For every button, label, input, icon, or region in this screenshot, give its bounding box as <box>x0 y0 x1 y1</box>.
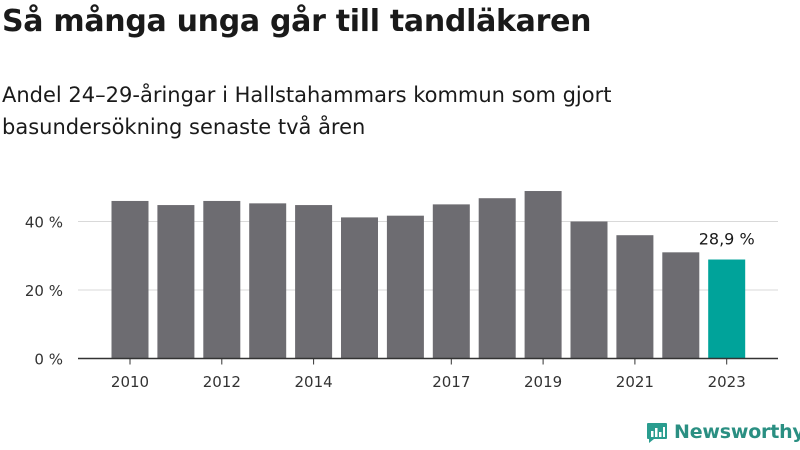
chart-title: Så många unga går till tandläkaren <box>2 4 592 39</box>
bar <box>203 200 241 359</box>
bar <box>432 204 470 359</box>
bar <box>524 191 562 359</box>
newsworthy-logo-text: Newsworthy <box>674 421 800 443</box>
x-tick-label: 2014 <box>295 373 333 391</box>
y-tick-label: 0 % <box>34 351 63 369</box>
bar <box>570 221 608 359</box>
x-tick-label: 2010 <box>111 373 149 391</box>
bar <box>111 200 149 359</box>
newsworthy-logo: Newsworthy <box>645 420 800 444</box>
bar <box>616 235 654 359</box>
x-tick-label: 2017 <box>432 373 470 391</box>
x-tick-label: 2023 <box>708 373 746 391</box>
bar <box>341 217 378 359</box>
bar <box>157 205 195 359</box>
x-tick-label: 2012 <box>203 373 241 391</box>
chart-subtitle: Andel 24–29-åringar i Hallstahammars kom… <box>2 83 612 139</box>
newsworthy-logo-icon <box>647 423 667 443</box>
bar <box>708 259 746 359</box>
bar <box>478 198 516 359</box>
data-label: 28,9 % <box>699 230 755 249</box>
bar <box>386 215 424 359</box>
y-tick-label: 40 % <box>25 214 63 232</box>
bar <box>295 205 333 359</box>
x-tick-label: 2021 <box>616 373 654 391</box>
y-tick-label: 20 % <box>25 282 63 300</box>
bar <box>662 252 700 359</box>
x-tick-label: 2019 <box>524 373 562 391</box>
bar <box>249 203 287 359</box>
